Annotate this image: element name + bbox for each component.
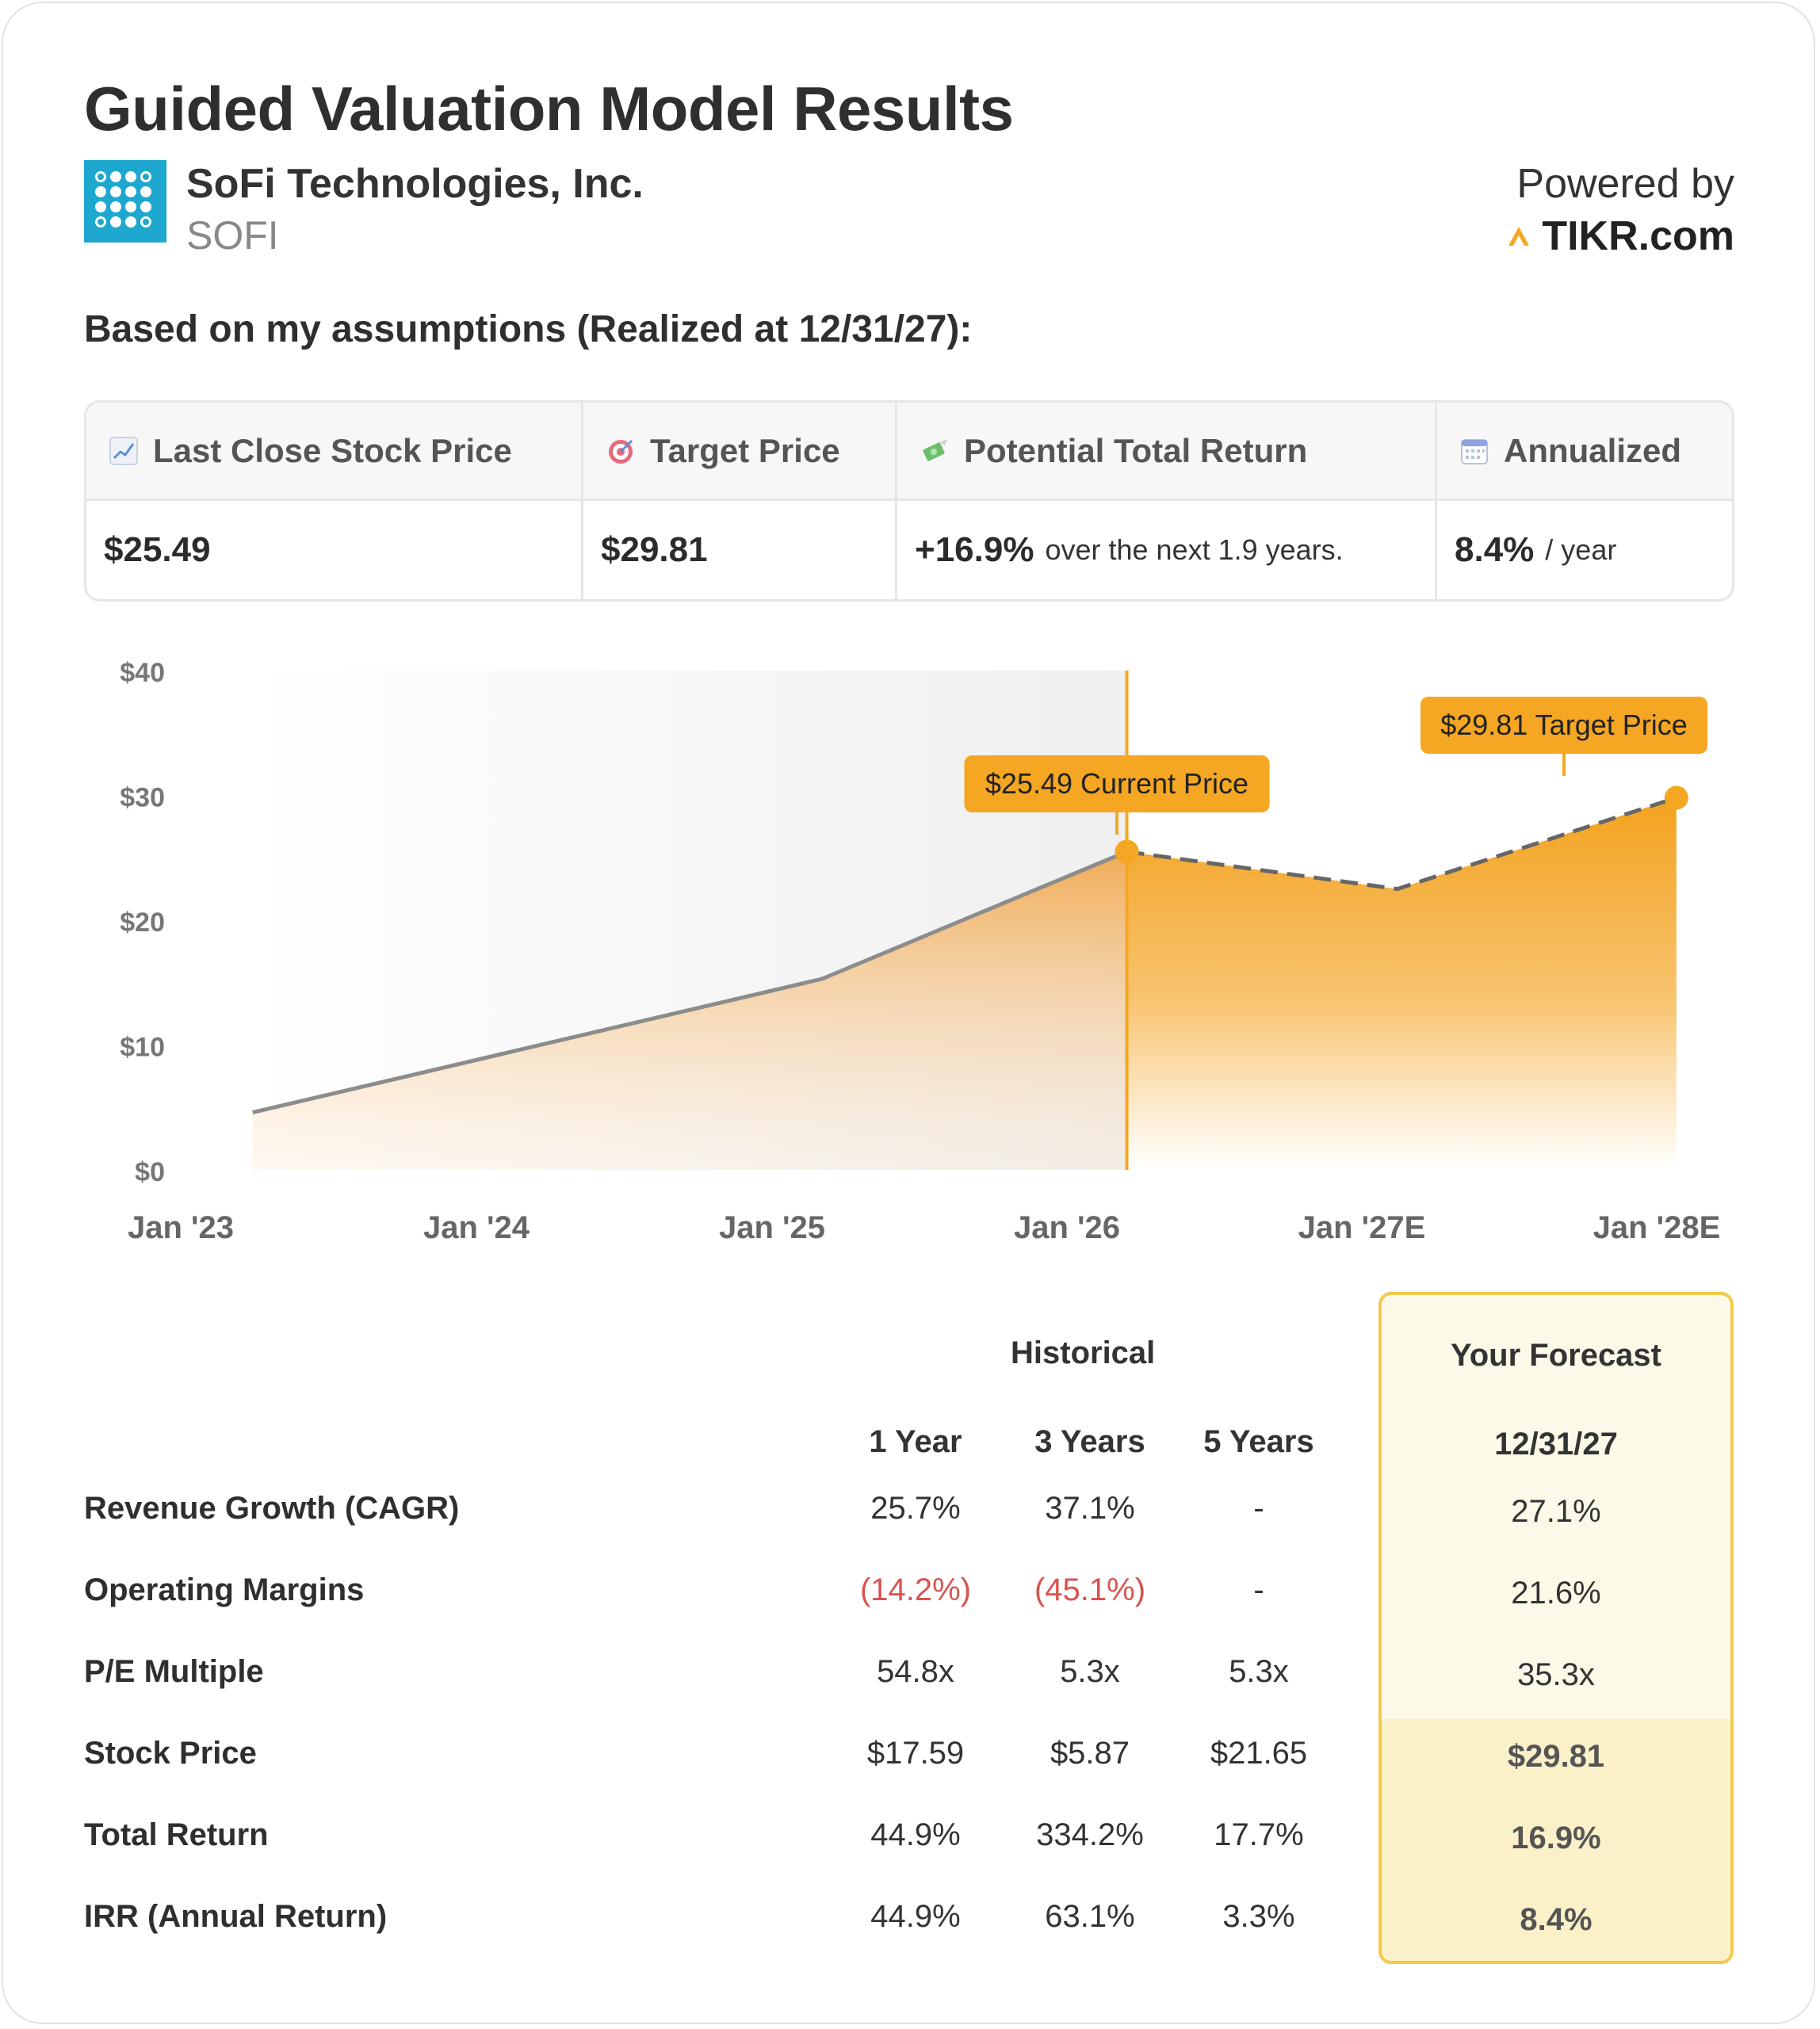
kpi-return-value: +16.9% [915, 530, 1034, 569]
y-tick-label: $0 [135, 1157, 165, 1187]
x-tick-label: Jan '27E [1298, 1210, 1426, 1245]
target-icon [609, 439, 633, 464]
row-label: Stock Price [84, 1736, 257, 1771]
kpi-annualized-cell: 8.4% / year [1437, 501, 1732, 599]
kpi-target-value: $29.81 [583, 501, 897, 599]
company-logo [84, 160, 166, 243]
tikr-logo-icon [1508, 227, 1530, 246]
table-cell: 25.7% [870, 1491, 961, 1526]
table-cell: (45.1%) [1034, 1572, 1146, 1607]
x-tick-label: Jan '23 [128, 1210, 234, 1245]
historical-header: Historical [1011, 1335, 1156, 1370]
table-cell: $17.59 [866, 1736, 965, 1771]
y-tick-label: $20 [120, 908, 165, 938]
target-price-label-box [1420, 697, 1707, 754]
forecast-cell: 27.1% [1511, 1494, 1601, 1529]
forecast-cell: 35.3x [1517, 1657, 1595, 1692]
row-label: P/E Multiple [84, 1654, 264, 1689]
forecast-cell: 16.9% [1511, 1821, 1601, 1855]
y-tick-label: $10 [120, 1033, 165, 1063]
target-price-point [1664, 785, 1688, 810]
column-header: 5 Years [1203, 1424, 1314, 1459]
page-title: Guided Valuation Model Results [84, 74, 1014, 143]
powered-by-label: Powered by [1516, 161, 1734, 207]
forecast-line [1126, 796, 1677, 892]
kpi-annualized-note: / year [1545, 533, 1617, 566]
chart-increasing-icon [109, 436, 138, 465]
table-cell: 5.3x [1060, 1654, 1120, 1689]
x-tick-label: Jan '24 [423, 1210, 530, 1245]
forecast-column-header: 12/31/27 [1494, 1427, 1618, 1462]
table-cell: 63.1% [1045, 1899, 1135, 1934]
table-cell: 5.3x [1229, 1654, 1289, 1689]
current-price-point [1115, 839, 1139, 864]
row-label: Operating Margins [84, 1572, 365, 1607]
kpi-return-cell: +16.9% over the next 1.9 years. [897, 501, 1437, 599]
kpi-return-note: over the next 1.9 years. [1045, 533, 1344, 566]
price-chart: $40 $30 $20 $10 $0 Jan '23 Jan '24 Jan '25 Jan '… [120, 658, 1721, 1245]
money-with-wings-icon [923, 438, 947, 461]
kpi-header-target: Target Price [583, 403, 897, 501]
table-cell: 44.9% [870, 1899, 961, 1934]
y-tick-label: $30 [120, 783, 165, 813]
table-cell: 3.3% [1222, 1899, 1295, 1934]
forecast-area [1126, 797, 1677, 1170]
company-name: SoFi Technologies, Inc. [186, 161, 644, 207]
table-cell: 17.7% [1214, 1817, 1304, 1852]
forecast-cell: $29.81 [1507, 1739, 1605, 1774]
forecast-column-box [1378, 1292, 1734, 1964]
forecast-cell: 8.4% [1520, 1902, 1592, 1937]
table-cell: 37.1% [1045, 1491, 1135, 1526]
x-tick-label: Jan '26 [1014, 1210, 1120, 1245]
column-header: 3 Years [1034, 1424, 1145, 1459]
forecast-header: Your Forecast [1451, 1338, 1661, 1373]
table-cell: 334.2% [1036, 1817, 1144, 1852]
table-cell: (14.2%) [859, 1572, 972, 1607]
kpi-header-return: Potential Total Return [897, 403, 1437, 501]
kpi-last-close-value: $25.49 [86, 501, 583, 599]
forecast-highlight [1382, 1719, 1730, 1961]
kpi-table: Last Close Stock Price Target Price Pote… [84, 400, 1734, 602]
x-tick-label: Jan '25 [719, 1210, 825, 1245]
kpi-annualized-value: 8.4% [1455, 530, 1535, 569]
x-tick-label: Jan '28E [1593, 1210, 1721, 1245]
target-price-label-text: $29.81 Target Price [1440, 709, 1688, 741]
forecast-cell: 21.6% [1511, 1576, 1601, 1611]
row-label: IRR (Annual Return) [84, 1899, 388, 1934]
assumptions-heading: Based on my assumptions (Realized at 12/… [84, 308, 973, 350]
current-price-label-box [964, 755, 1270, 812]
tikr-brand[interactable]: TIKR.com [1507, 212, 1734, 260]
historical-line [252, 850, 1128, 1114]
kpi-header-annualized: Annualized [1437, 403, 1732, 501]
calendar-icon [1461, 438, 1488, 464]
table-cell: - [1253, 1491, 1264, 1526]
current-price-label-text: $25.49 Current Price [985, 767, 1248, 800]
table-cell: 54.8x [877, 1654, 954, 1689]
column-header: 1 Year [869, 1424, 962, 1459]
row-label: Total Return [84, 1817, 269, 1852]
table-cell: $5.87 [1050, 1736, 1130, 1771]
table-cell: - [1253, 1572, 1264, 1607]
kpi-header-last-close: Last Close Stock Price [86, 403, 583, 501]
ticker-symbol: SOFI [186, 213, 279, 258]
table-cell: 44.9% [870, 1817, 961, 1852]
brand-text: TIKR.com [1542, 213, 1734, 259]
row-label: Revenue Growth (CAGR) [84, 1491, 460, 1526]
table-cell: $21.65 [1210, 1736, 1308, 1771]
y-tick-label: $40 [120, 658, 165, 688]
